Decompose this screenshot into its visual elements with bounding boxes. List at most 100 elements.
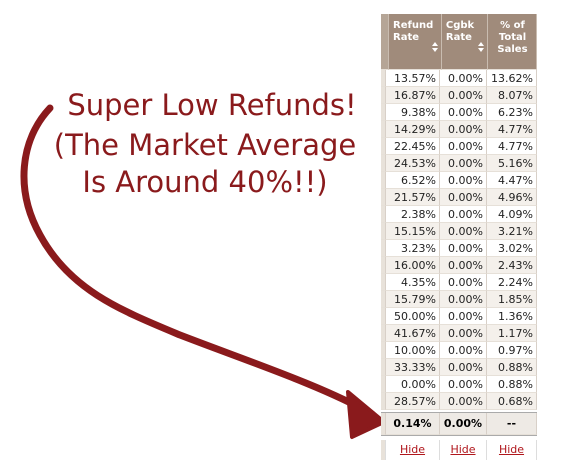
spacer-cell [381,413,386,435]
table-cell: 4.96% [487,189,537,206]
table-row: 22.45% 0.00% 4.77% [381,138,537,155]
table-row: 16.00% 0.00% 2.43% [381,257,537,274]
table-row: 15.15% 0.00% 3.21% [381,223,537,240]
spacer-cell [381,376,386,393]
table-cell: 0.00% [440,376,487,393]
table-cell: 1.17% [487,325,537,342]
table-cell: 24.53% [386,155,440,172]
column-title: Refund Rate [393,20,434,43]
table-cell: 50.00% [386,308,440,325]
annotation-line: Is Around 40%!!) [82,165,327,199]
table-row: 2.38% 0.00% 4.09% [381,206,537,223]
table-cell: 33.33% [386,359,440,376]
table-cell: 0.97% [487,342,537,359]
table-cell: 0.00% [440,206,487,223]
spacer-cell [381,308,386,325]
table-cell: 0.00% [440,172,487,189]
column-header: % of Total Sales [487,14,537,70]
table-cell: 16.87% [386,87,440,104]
table-cell: 0.00% [440,308,487,325]
table-cell: 0.00% [440,223,487,240]
table-cell: 0.00% [440,189,487,206]
table-row: 21.57% 0.00% 4.96% [381,189,537,206]
column-header: Cgbk Rate [441,14,488,70]
table-cell: 0.00% [440,138,487,155]
spacer-cell [381,257,386,274]
table-cell: 3.02% [487,240,537,257]
table-cell: 0.00% [440,291,487,308]
data-table: Refund Rate Cgbk Rate % of Total Sales 13.5… [381,14,537,460]
table-cell: 16.00% [386,257,440,274]
spacer-cell [381,121,386,138]
table-row: 6.52% 0.00% 4.47% [381,172,537,189]
table-cell: 0.00% [440,325,487,342]
table-cell: 0.00% [440,257,487,274]
table-row: 33.33% 0.00% 0.88% [381,359,537,376]
spacer-cell [381,325,386,342]
annotation-line: Super Low Refunds! [67,88,356,122]
table-row: 16.87% 0.00% 8.07% [381,87,537,104]
spacer-cell [381,359,386,376]
table-cell: 0.00% [440,87,487,104]
arrow [20,104,376,418]
table-cell: 4.77% [487,121,537,138]
table-cell: 3.23% [386,240,440,257]
table-cell: 41.67% [386,325,440,342]
table-cell: 0.00% [440,121,487,138]
table-cell: 3.21% [487,223,537,240]
spacer-cell [381,223,386,240]
table-cell: 0.00% [440,359,487,376]
table-cell: 9.38% [386,104,440,121]
action-cell: Hide [386,440,440,460]
table-cell: 0.00% [440,155,487,172]
table-row: 41.67% 0.00% 1.17% [381,325,537,342]
table-cell: 6.23% [487,104,537,121]
table-cell: 1.36% [487,308,537,325]
table-cell: 0.88% [487,359,537,376]
sort-icon[interactable] [477,42,484,52]
table-cell: 0.00% [440,274,487,291]
table-row: 10.00% 0.00% 0.97% [381,342,537,359]
table-cell: 0.68% [487,393,537,410]
table-row: 50.00% 0.00% 1.36% [381,308,537,325]
table-cell: 13.62% [487,70,537,87]
table-row: 14.29% 0.00% 4.77% [381,121,537,138]
spacer-cell [381,87,386,104]
spacer-cell [381,155,386,172]
column-header: Refund Rate [389,14,442,70]
annotation-line: (The Market Average [54,128,356,162]
table-cell: 0.00% [386,376,440,393]
table-cell: 15.79% [386,291,440,308]
spacer-cell [381,342,386,359]
hide-link[interactable]: Hide [450,443,476,456]
sort-icon[interactable] [431,42,438,52]
table-row: 0.00% 0.00% 0.88% [381,376,537,393]
total-cell: -- [487,413,537,435]
table-cell: 13.57% [386,70,440,87]
table-row: 13.57% 0.00% 13.62% [381,70,537,87]
action-cell: Hide [487,440,537,460]
spacer-cell [381,14,389,70]
column-title: % of Total Sales [497,20,528,55]
table-cell: 4.35% [386,274,440,291]
spacer-cell [381,240,386,257]
hide-link[interactable]: Hide [498,443,525,456]
spacer-cell [381,274,386,291]
total-cell: 0.14% [386,413,440,435]
table-cell: 0.00% [440,70,487,87]
table-cell: 10.00% [386,342,440,359]
table-cell: 8.07% [487,87,537,104]
table-cell: 28.57% [386,393,440,410]
actions-row: Hide Hide Hide [381,440,537,460]
table-cell: 4.77% [487,138,537,155]
hide-link[interactable]: Hide [399,443,426,456]
table-cell: 15.15% [386,223,440,240]
table-cell: 2.24% [487,274,537,291]
total-cell: 0.00% [440,413,487,435]
table-row: 4.35% 0.00% 2.24% [381,274,537,291]
table-row: 15.79% 0.00% 1.85% [381,291,537,308]
table-cell: 0.00% [440,240,487,257]
column-title: Cgbk Rate [445,20,475,43]
